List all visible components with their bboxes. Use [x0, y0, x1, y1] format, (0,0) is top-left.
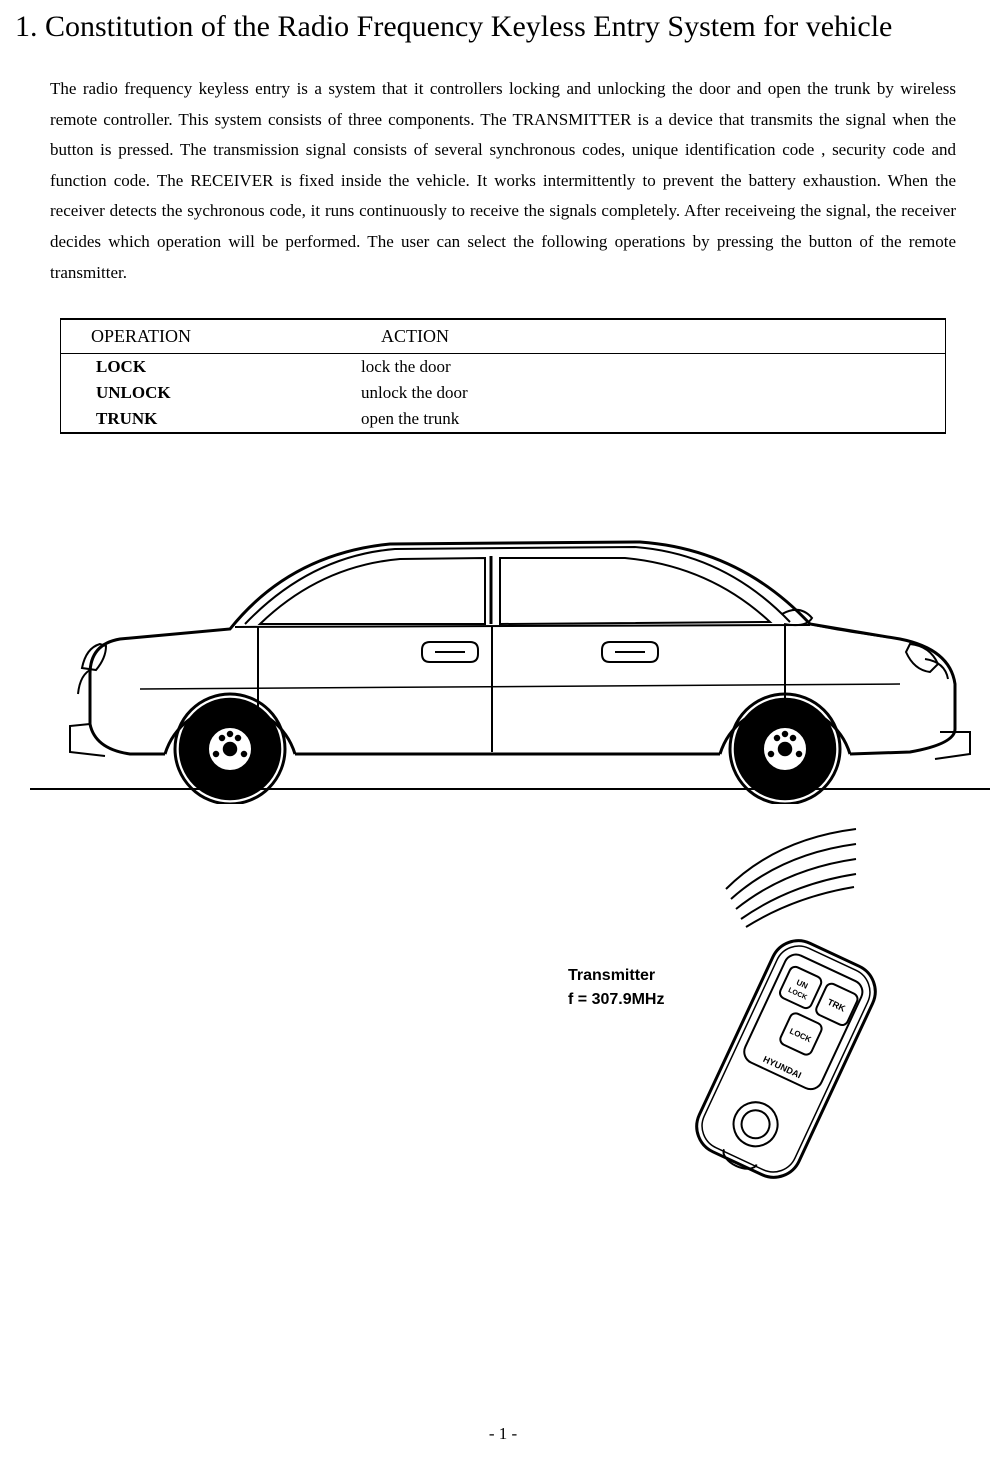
action-lock: lock the door: [301, 357, 451, 377]
action-unlock: unlock the door: [301, 383, 468, 403]
op-lock: LOCK: [61, 357, 301, 377]
op-trunk: TRUNK: [61, 409, 301, 429]
diagram-area: UN LOCK TRK LOCK HYUNDAI: [20, 494, 986, 1244]
intro-paragraph: The radio frequency keyless entry is a s…: [50, 74, 956, 288]
car-diagram: [30, 494, 990, 804]
table-row: LOCK lock the door: [61, 354, 945, 380]
table-row: UNLOCK unlock the door: [61, 380, 945, 406]
action-trunk: open the trunk: [301, 409, 459, 429]
operation-table: OPERATION ACTION LOCK lock the door UNLO…: [60, 318, 946, 434]
header-operation: OPERATION: [61, 326, 301, 347]
remote-diagram: UN LOCK TRK LOCK HYUNDAI: [626, 819, 926, 1219]
op-unlock: UNLOCK: [61, 383, 301, 403]
header-action: ACTION: [301, 326, 449, 347]
table-row: TRUNK open the trunk: [61, 406, 945, 432]
page-heading: 1. Constitution of the Radio Frequency K…: [15, 10, 986, 44]
transmitter-label-line1: Transmitter: [568, 964, 664, 988]
transmitter-label-line2: f = 307.9MHz: [568, 988, 664, 1012]
transmitter-label: Transmitter f = 307.9MHz: [568, 964, 664, 1012]
table-header-row: OPERATION ACTION: [61, 320, 945, 354]
page-footer: - 1 -: [0, 1424, 1006, 1444]
